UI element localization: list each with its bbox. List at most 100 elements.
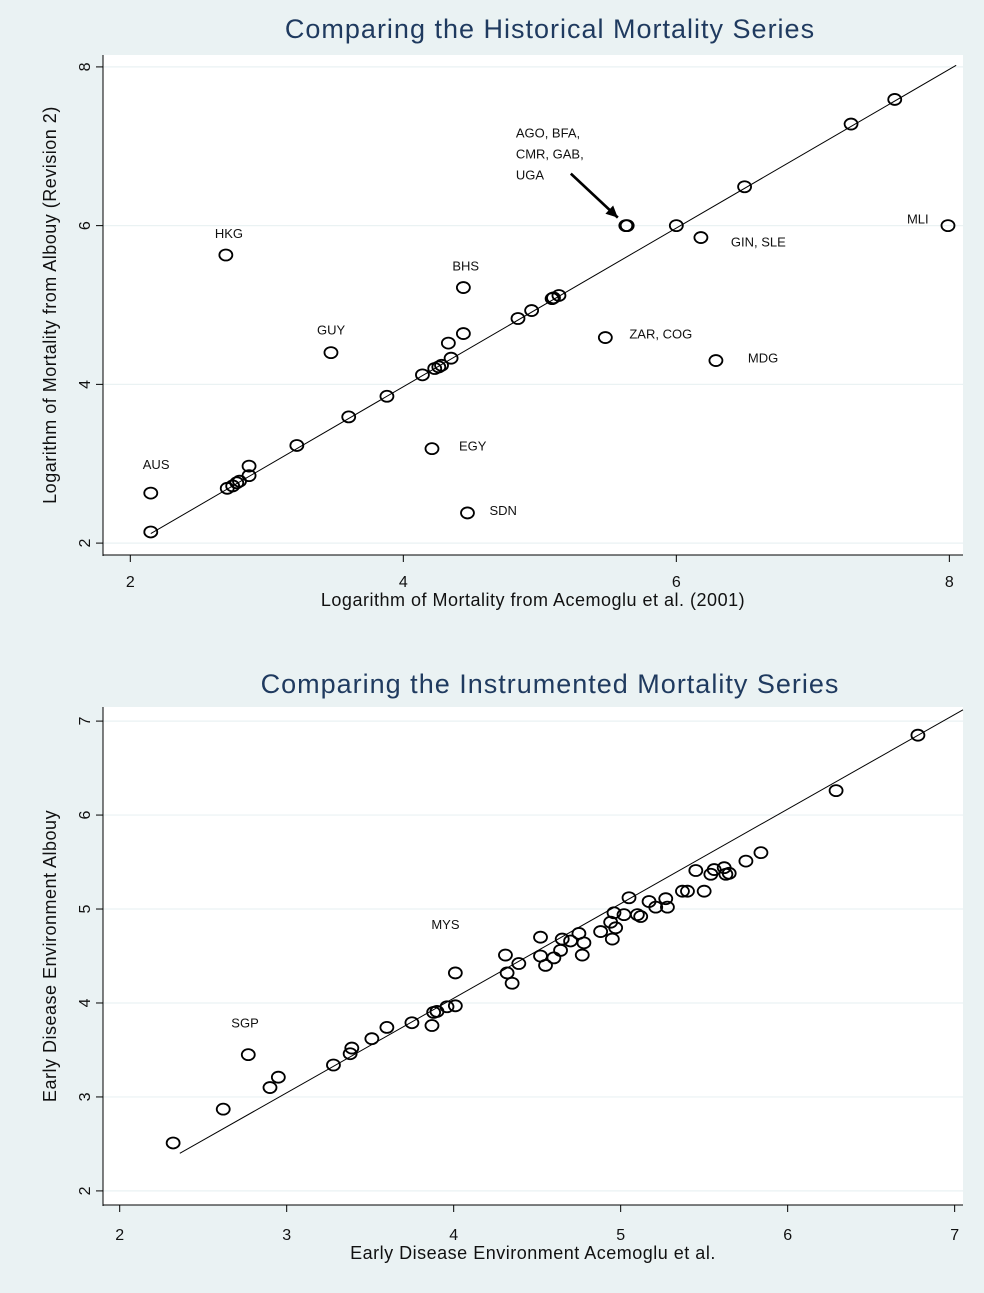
data-point-45 [680,884,695,898]
point-label-aus: AUS [143,457,170,472]
y-axis-label: Early Disease Environment Albouy [40,810,60,1102]
data-point-28 [597,331,613,344]
data-point-0 [165,1136,181,1150]
data-point-1 [215,1102,231,1116]
data-point-26 [554,932,570,946]
data-point-55 [828,784,844,798]
y-tick-label-5: 7 [77,717,94,726]
annotation-arrow-head [605,205,618,218]
data-point-17 [498,948,513,962]
data-point-7 [241,469,257,483]
data-point-8 [364,1032,380,1046]
y-tick-label-4: 6 [77,811,94,820]
data-point-0 [143,486,159,500]
data-point-49 [706,863,722,876]
data-point-3 [262,1081,278,1094]
point-label-mli: MLI [907,212,929,227]
data-point-20 [455,327,471,340]
data-point-4 [270,1070,286,1084]
x-tick-label-2: 4 [449,1227,458,1244]
data-point-11 [341,410,357,424]
point-label-sgp: SGP [231,1016,258,1031]
data-point-6 [342,1047,358,1061]
data-point-15 [447,999,463,1013]
data-point-10 [404,1016,420,1030]
x-tick-label-4: 6 [783,1227,792,1244]
x-tick-label-3: 5 [616,1227,625,1244]
data-point-24 [524,304,540,317]
data-point-35 [843,117,859,131]
data-point-41 [648,900,664,914]
data-point-30 [619,219,635,233]
historical-mortality-panel: 2 4 6 8 2 4 6 8 Comparing the Historical Mortali… [40,14,963,610]
x-axis-label: Logarithm of Mortality from Acemoglu et … [321,590,745,610]
data-point-21 [455,281,471,294]
y-tick-label-0: 2 [77,539,94,548]
data-point-44 [675,884,690,898]
data-point-34 [606,906,622,920]
data-point-9 [289,439,305,452]
point-label-gin-sle: GIN, SLE [731,235,786,250]
data-point-18 [440,336,456,350]
data-point-53 [738,854,754,868]
x-tick-label-1: 3 [282,1227,291,1244]
point-label-ago-bfa: AGO, BFA, CMR, GAB, UGA [516,126,584,183]
plot-area [103,707,963,1205]
data-point-42 [658,892,674,906]
x-tick-label-5: 7 [950,1227,959,1244]
point-label-mys: MYS [431,917,460,932]
y-tick-label-3: 8 [77,62,94,71]
data-point-37 [940,219,956,233]
chart-title: Comparing the Instrumented Mortality Ser… [261,669,840,699]
data-point-37 [621,891,637,905]
data-point-36 [887,93,903,106]
data-point-23 [510,312,526,325]
data-point-2 [218,248,234,262]
data-point-30 [576,936,592,950]
data-point-14 [439,1000,455,1014]
data-point-46 [688,864,704,877]
data-point-22 [533,930,548,944]
y-tick-label-1: 3 [77,1092,94,1101]
data-point-17 [434,358,449,372]
data-point-29 [574,948,590,962]
y-tick-label-0: 2 [77,1186,94,1195]
instrumented-mortality-panel: 2 3 4 5 6 7 2 3 4 5 6 7 Comparing the Instrumented M… [40,669,964,1263]
data-point-38 [629,908,645,922]
data-point-34 [737,180,752,194]
point-label-zar-cog: ZAR, COG [629,327,692,342]
x-axis-label: Early Disease Environment Acemoglu et al… [350,1243,716,1263]
point-label-guy: GUY [317,323,346,338]
x-tick-label-0: 2 [126,574,135,591]
x-tick-label-0: 2 [115,1227,124,1244]
data-point-9 [379,1021,395,1034]
data-point-56 [910,728,926,742]
data-point-16 [431,360,447,374]
data-point-5 [326,1058,341,1072]
data-point-19 [443,351,459,365]
data-point-33 [604,932,620,946]
data-point-20 [511,957,527,970]
data-point-43 [660,900,675,914]
data-point-22 [460,506,475,520]
data-point-27 [551,289,567,302]
data-point-47 [696,884,712,898]
data-point-11 [424,1019,440,1032]
data-point-54 [753,846,769,860]
data-point-10 [323,346,339,360]
data-point-19 [504,976,520,990]
y-tick-label-2: 6 [77,221,94,230]
data-point-18 [499,966,515,980]
data-point-8 [241,459,257,473]
data-point-33 [708,354,724,367]
data-point-31 [593,925,609,938]
data-point-16 [447,966,463,980]
point-label-hkg: HKG [215,226,243,241]
y-tick-label-1: 4 [77,380,94,389]
data-point-31 [668,219,684,233]
data-point-2 [240,1048,256,1062]
y-axis-label: Logarithm of Mortality from Albouy (Revi… [40,106,60,504]
data-point-1 [143,525,159,539]
data-point-13 [415,368,430,382]
